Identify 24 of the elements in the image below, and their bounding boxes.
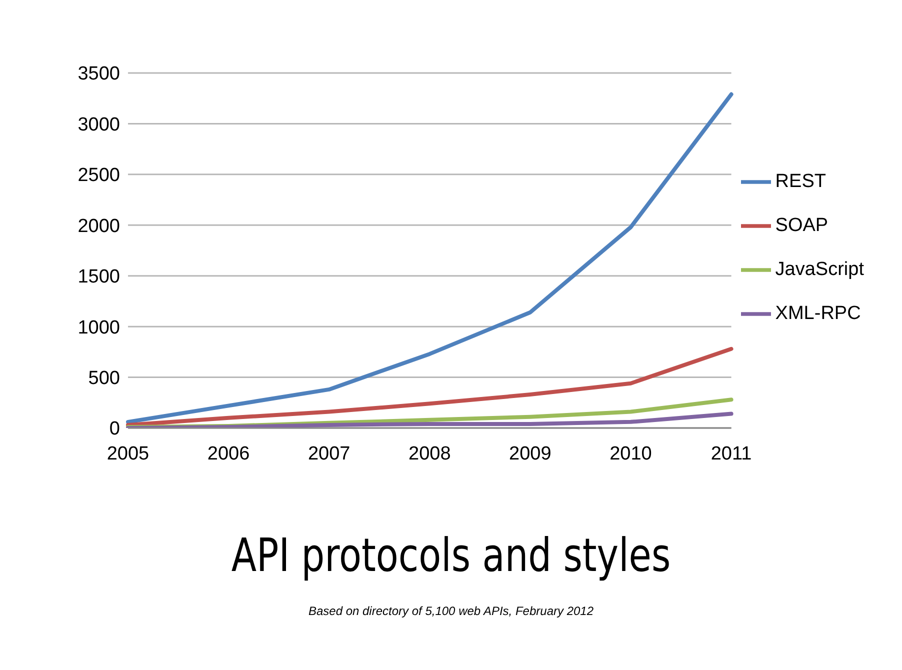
line-series: [126, 346, 734, 427]
x-tick-label: 2010: [610, 443, 652, 464]
y-tick-label: 1000: [78, 317, 120, 338]
y-tick-label: 2000: [78, 216, 120, 237]
y-tick-label: 3500: [78, 64, 120, 85]
y-tick-label: 1500: [78, 266, 120, 288]
legend-label: REST: [775, 171, 826, 192]
x-tick-label: 2011: [710, 443, 752, 464]
y-tick-label: 500: [88, 368, 120, 390]
y-tick-label: 3000: [78, 114, 120, 136]
legend-label: XML-RPC: [775, 303, 861, 324]
x-tick-label: 2007: [308, 443, 350, 464]
x-tick-label: 2009: [509, 443, 552, 464]
y-tick-label: 2500: [78, 165, 120, 186]
legend-label: SOAP: [775, 215, 828, 236]
x-tick-label: 2005: [106, 443, 150, 464]
line-series: [126, 412, 734, 428]
text: Based on directory of 5,100 web APIs, February 2012: [307, 604, 595, 618]
y-tick-label: 0: [109, 418, 120, 440]
x-tick-label: 2006: [207, 443, 250, 464]
x-tick-label: 2008: [408, 443, 451, 464]
line-series: [126, 92, 734, 424]
text: API protocols and styles: [230, 528, 672, 582]
legend-label: JavaScript: [775, 259, 864, 280]
